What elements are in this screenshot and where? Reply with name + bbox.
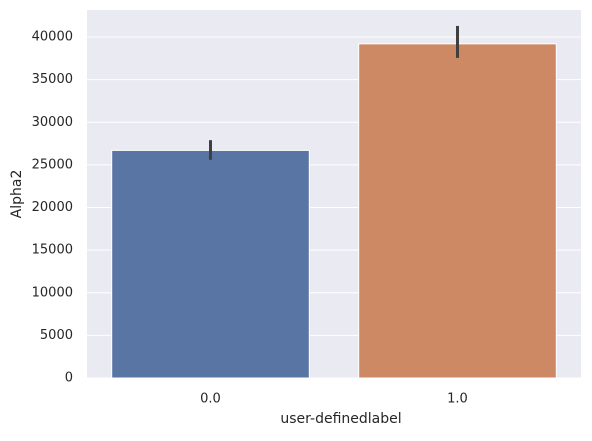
bar <box>111 149 310 379</box>
y-tick-label: 20000 <box>32 200 73 215</box>
y-tick-label: 35000 <box>32 72 73 87</box>
y-tick-label: 25000 <box>32 157 73 172</box>
x-tick-label: 0.0 <box>200 392 221 407</box>
bar <box>358 43 557 379</box>
y-tick-label: 30000 <box>32 115 73 130</box>
y-tick-label: 15000 <box>32 243 73 258</box>
x-axis-label: user-definedlabel <box>280 411 401 427</box>
y-tick-label: 40000 <box>32 30 73 45</box>
y-axis-label: Alpha2 <box>9 170 25 219</box>
y-tick-label: 10000 <box>32 285 73 300</box>
x-tick-label: 1.0 <box>447 392 468 407</box>
y-tick-label: 5000 <box>40 328 73 343</box>
y-tick-label: 0 <box>65 371 73 386</box>
